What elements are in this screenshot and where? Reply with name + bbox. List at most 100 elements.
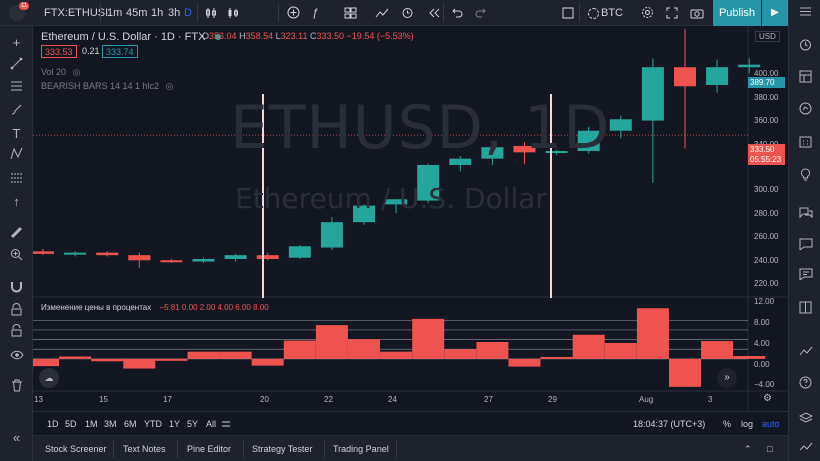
chart-title: Ethereum / U.S. Dollar · 1D · FTX — [41, 31, 221, 43]
volume-indicator-label[interactable]: Vol 20 ◎ — [41, 67, 80, 78]
order-panel-icon[interactable] — [797, 301, 814, 318]
sell-price[interactable]: 333.53 — [41, 45, 77, 58]
notification-badge: 11 — [19, 2, 30, 10]
more-icon[interactable] — [797, 440, 814, 457]
lock-drawings-icon[interactable] — [8, 303, 25, 320]
interval-45m[interactable]: 45m — [126, 7, 148, 19]
oscillator-bar — [59, 356, 92, 359]
divider — [579, 4, 580, 22]
zoom-in-icon[interactable] — [8, 248, 25, 265]
replay-icon[interactable] — [428, 0, 440, 26]
time-tick: 13 — [34, 395, 43, 404]
range-1m[interactable]: 1M — [85, 419, 98, 429]
help-icon[interactable] — [797, 376, 814, 393]
compare-symbol[interactable]: BTC — [588, 0, 623, 26]
ruler-icon[interactable] — [8, 226, 25, 243]
candles-icon[interactable] — [227, 0, 239, 26]
add-indicator-icon[interactable] — [287, 0, 300, 26]
range-5y[interactable]: 5Y — [187, 419, 199, 429]
auto-toggle[interactable]: auto — [762, 419, 780, 429]
ideas-icon[interactable] — [797, 168, 814, 185]
layout-icon[interactable] — [562, 0, 574, 26]
alarm-clock-icon[interactable] — [797, 38, 814, 55]
pattern-icon[interactable] — [8, 147, 25, 164]
settings-icon[interactable] — [641, 0, 654, 26]
redo-icon[interactable] — [475, 0, 486, 26]
layers-icon[interactable] — [797, 412, 814, 429]
clock-time[interactable]: 18:04:37 (UTC+3) — [633, 419, 706, 429]
range-all[interactable]: All — [206, 419, 217, 429]
maximize-panel-icon[interactable]: □ — [767, 444, 773, 454]
interval-1h[interactable]: 1h — [151, 7, 164, 19]
brush-icon[interactable] — [8, 103, 25, 120]
hotlist-icon[interactable] — [797, 102, 814, 119]
unlock-icon[interactable] — [8, 324, 25, 341]
camera-icon[interactable] — [690, 0, 704, 26]
range-ytd[interactable]: YTD — [144, 419, 162, 429]
time-tick: 22 — [324, 395, 333, 404]
range-1d[interactable]: 1D — [47, 419, 59, 429]
chat-icon[interactable] — [797, 207, 814, 224]
text-tool-icon[interactable]: T — [12, 126, 21, 141]
interval-d[interactable]: D — [184, 7, 192, 19]
compare-icon[interactable] — [375, 0, 389, 26]
divider — [396, 440, 397, 458]
currency-label[interactable]: USD — [755, 31, 780, 42]
avatar[interactable]: 11 — [6, 0, 30, 26]
open-value: 353.04 — [209, 31, 237, 41]
alert-icon[interactable] — [401, 0, 414, 26]
collapse-icon[interactable]: « — [12, 430, 21, 445]
cloud-icon[interactable]: ☁ — [39, 368, 59, 388]
crosshair-icon[interactable]: + — [12, 35, 21, 50]
interval-3h[interactable]: 3h — [168, 7, 181, 19]
magnet-icon[interactable] — [8, 280, 25, 297]
close-label: C — [310, 31, 317, 41]
range-3m[interactable]: 3M — [104, 419, 117, 429]
eye-off-icon[interactable]: ◎ — [165, 81, 174, 91]
tab-pine-editor[interactable]: Pine Editor — [187, 444, 232, 454]
templates-icon[interactable] — [344, 0, 357, 26]
pitchfork-icon[interactable] — [8, 80, 25, 97]
current-price-label: 333.50 — [748, 144, 785, 155]
price-chart[interactable] — [33, 26, 788, 411]
axis-settings-icon[interactable]: ⚙ — [763, 393, 772, 404]
watchlist-icon[interactable] — [797, 5, 814, 22]
collapse-panel-icon[interactable]: ⌃ — [744, 444, 752, 454]
data-window-icon[interactable] — [797, 70, 814, 87]
tab-strategy-tester[interactable]: Strategy Tester — [252, 444, 313, 454]
interval-1m[interactable]: 1m — [107, 7, 123, 19]
percent-toggle[interactable]: % — [723, 419, 732, 429]
tab-trading-panel[interactable]: Trading Panel — [333, 444, 389, 454]
bearish-indicator-label[interactable]: BEARISH BARS 14 14 1 hlc2 ◎ — [41, 81, 173, 92]
publish-menu-icon[interactable]: ▶ — [762, 0, 788, 26]
symbol-search[interactable]: FTX:ETHUSI — [44, 7, 109, 19]
range-6m[interactable]: 6M — [124, 419, 137, 429]
fullscreen-icon[interactable] — [666, 0, 678, 26]
tab-stock-screener[interactable]: Stock Screener — [45, 444, 107, 454]
scroll-right-icon[interactable]: » — [717, 368, 737, 388]
chart-pane[interactable]: ETHUSD, 1D Ethereum / U.S. Dollar Ethere… — [33, 26, 788, 411]
oscillator-bar — [572, 334, 605, 359]
trend-line-icon[interactable] — [8, 57, 25, 74]
undo-icon[interactable] — [452, 0, 463, 26]
prediction-icon[interactable] — [8, 171, 25, 188]
log-toggle[interactable]: log — [741, 419, 754, 429]
functions-icon[interactable]: ƒ — [312, 7, 319, 19]
tab-text-notes[interactable]: Text Notes — [123, 444, 166, 454]
range-1y[interactable]: 1Y — [169, 419, 181, 429]
streams-icon[interactable] — [797, 238, 814, 255]
publish-button[interactable]: Publish — [713, 0, 761, 26]
price-tick: 240.00 — [754, 256, 779, 265]
eye-icon[interactable] — [8, 347, 25, 364]
divider — [113, 440, 114, 458]
dom-icon[interactable] — [797, 345, 814, 362]
buy-price[interactable]: 333.74 — [102, 45, 138, 58]
notifications-icon[interactable] — [797, 268, 814, 285]
arrow-up-icon[interactable]: ↑ — [13, 194, 20, 209]
bar-style-icon[interactable] — [205, 0, 217, 26]
calendar-icon[interactable] — [797, 135, 814, 152]
range-5d[interactable]: 5D — [65, 419, 77, 429]
eye-off-icon[interactable]: ◎ — [72, 67, 81, 77]
date-range-icon[interactable] — [221, 412, 231, 436]
trash-icon[interactable] — [8, 379, 25, 396]
